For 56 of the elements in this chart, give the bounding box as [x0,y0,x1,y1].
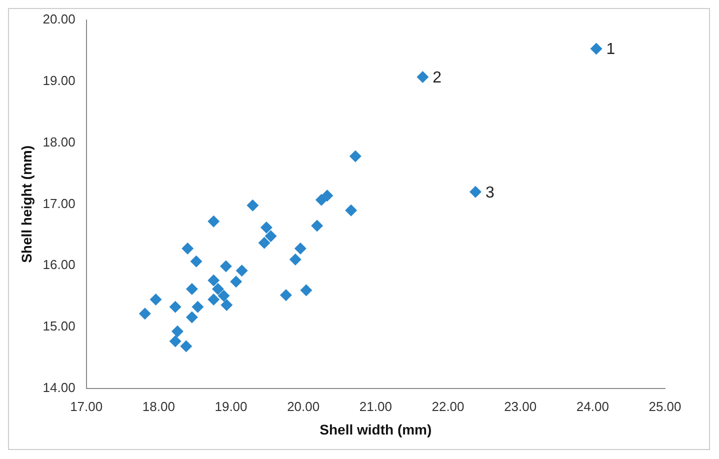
point [321,190,334,202]
y-tick-label: 14.00 [42,380,76,396]
point [260,222,272,234]
point [171,325,184,338]
x-axis-title: Shell width (mm) [320,421,432,438]
point [208,274,220,286]
x-tick-label: 25.00 [648,398,682,414]
point [190,255,202,268]
point [169,300,182,313]
point [186,311,198,324]
point [182,242,194,254]
point [349,150,362,162]
x-tick-label: 21.00 [359,398,392,414]
y-tick-label: 15.00 [42,318,76,334]
x-tick-label: 17.00 [70,398,103,414]
point [212,283,224,296]
point [311,220,324,232]
point [208,215,220,228]
point [469,186,482,198]
point [180,340,192,352]
point [590,42,602,55]
point [150,293,162,306]
point [208,293,220,306]
x-tick-label: 23.00 [504,398,537,414]
point [294,242,306,254]
point [246,199,259,212]
annotation: 3 [485,184,494,202]
point [220,260,232,272]
point [416,70,429,83]
point [220,299,233,312]
x-tick-label: 20.00 [287,398,320,414]
x-tick-label: 22.00 [432,398,464,414]
x-tick-label: 18.00 [142,398,175,414]
point [186,283,198,296]
point [300,284,312,296]
point [236,264,248,277]
point [169,335,182,348]
point [280,289,292,302]
point [289,254,302,266]
annotation: 1 [606,41,616,58]
annotation: 2 [432,69,442,86]
y-tick-label: 16.00 [42,257,76,272]
x-tick-label: 24.00 [576,398,609,414]
y-axis-title: Shell height (mm) [18,145,34,263]
point [218,290,230,302]
point [230,276,242,288]
y-tick-label: 19.00 [42,72,76,88]
y-tick-label: 20.00 [42,11,76,26]
x-tick-label: 19.00 [214,398,248,414]
point [264,230,277,242]
point [192,300,204,313]
y-tick-label: 17.00 [42,196,76,211]
point [138,308,151,320]
point [345,204,358,216]
y-tick-label: 18.00 [42,134,76,150]
point [258,236,270,249]
